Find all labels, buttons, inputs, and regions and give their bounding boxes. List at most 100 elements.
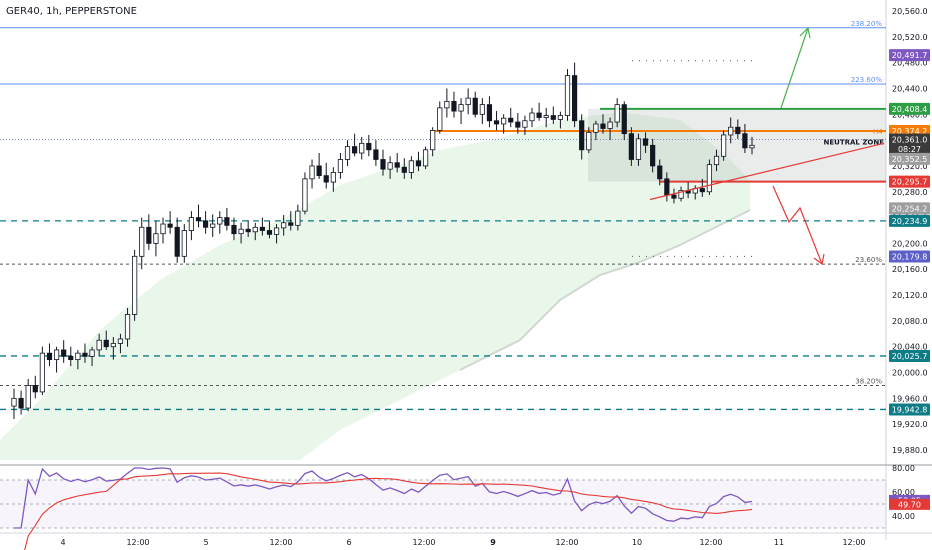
candle-body-51 [373,149,379,160]
candle-body-48 [352,146,358,154]
price-tick-label-0: 20,560.0 [892,7,928,16]
candle-body-6 [53,349,60,361]
candle-body-45 [330,171,336,183]
candle-body-77 [557,115,564,120]
candle-body-87 [628,133,634,160]
time-tick-label-7: 12:00 [555,538,578,547]
candle-body-60 [437,107,443,131]
candle-body-15 [117,338,124,344]
price-tick-label-17: 19,880.0 [892,446,928,455]
candle-body-29 [217,217,223,225]
rsi-ma-line [24,472,753,550]
fib-label-3: 38.20% [855,377,882,385]
fib-label-0: 238.20% [851,20,882,28]
candle-body-94 [678,190,684,199]
candle-body-14 [110,343,116,348]
price-tag-text-9: 20,179.8 [892,252,928,261]
candle-body-19 [146,226,152,244]
candle-body-0 [11,397,17,407]
candle-body-104 [749,144,755,149]
price-tag-text-1: 20,408.4 [892,105,928,114]
candle-body-20 [153,233,159,244]
candle-body-22 [167,223,173,228]
candle-body-83 [600,123,606,129]
candle-body-32 [238,228,244,235]
candle-body-70 [508,117,514,123]
price-tag-text-0: 20,491.7 [892,51,928,60]
candle-body-49 [359,142,365,154]
candle-body-36 [266,230,273,235]
time-tick-label-0: 4 [60,538,65,547]
candle-body-85 [614,104,620,123]
time-tick-label-4: 6 [346,538,351,547]
candle-body-68 [493,120,500,125]
candle-body-55 [401,166,407,173]
price-tick-label-15: 19,960.0 [892,394,928,403]
candle-body-93 [671,194,677,199]
candle-body-28 [210,223,216,228]
candle-body-72 [522,120,528,128]
candle-body-44 [323,175,329,183]
fib-label-2: 23.60% [855,256,882,264]
candle-body-34 [252,226,258,233]
candle-body-81 [586,131,592,151]
candle-body-4 [39,352,45,393]
candle-body-18 [139,226,145,257]
price-tick-label-10: 20,160.0 [892,265,928,274]
candle-body-42 [309,165,315,180]
price-tick-label-2: 20,480.0 [892,59,928,68]
candle-body-66 [479,104,485,115]
candle-body-50 [366,142,372,151]
candle-body-82 [593,123,599,133]
candle-body-11 [89,349,95,357]
time-tick-label-6: 9 [490,538,496,547]
candle-body-38 [281,222,287,229]
candle-body-59 [430,130,436,151]
candle-body-33 [245,228,251,233]
down-arrow-line [772,185,823,265]
candle-body-2 [25,385,31,409]
candle-body-99 [713,155,720,166]
price-tag-bg-11 [889,403,930,416]
candle-body-71 [515,121,521,128]
price-tick-label-6: 20,320.0 [892,162,928,171]
candle-body-79 [571,75,578,122]
candle-body-5 [46,352,53,361]
neutral-zone-label: NEUTRAL ZONE [824,138,885,146]
h4-label: H4 [873,128,883,136]
price-tag-bg-9 [889,250,930,263]
candle-body-78 [564,75,571,116]
candle-body-31 [231,224,237,235]
up-arrow-line [780,27,809,109]
price-tag-text-4: 08:27 [898,145,921,154]
candle-body-64 [465,97,471,106]
candle-body-53 [387,162,393,170]
down-arrow-head [813,253,825,266]
candle-body-75 [543,115,549,118]
price-tag-bg-6 [889,175,930,188]
candle-body-39 [288,222,294,226]
candle-body-13 [103,339,109,348]
candle-body-98 [706,164,713,193]
rsi-tag-bg-1 [889,498,930,510]
price-tick-label-11: 20,120.0 [892,291,928,300]
candle-body-100 [721,134,727,157]
candle-body-103 [742,133,748,149]
candle-body-3 [32,385,38,393]
price-tick-label-13: 20,040.0 [892,343,928,352]
price-tag-text-8: 20,234.9 [892,217,928,226]
candle-body-88 [635,138,642,160]
bollinger-band-fill [0,112,750,460]
candle-body-40 [295,210,301,226]
time-tick-label-2: 5 [203,538,208,547]
time-tick-label-11: 12:00 [842,538,865,547]
candle-body-56 [408,160,414,173]
time-tick-label-9: 12:00 [699,538,722,547]
rsi-tick-label-0: 80.00 [892,464,915,473]
price-tick-label-14: 20,000.0 [892,369,928,378]
candle-body-54 [394,162,400,168]
candle-body-101 [728,126,734,136]
candle-body-26 [195,217,202,222]
candle-body-16 [124,314,131,340]
